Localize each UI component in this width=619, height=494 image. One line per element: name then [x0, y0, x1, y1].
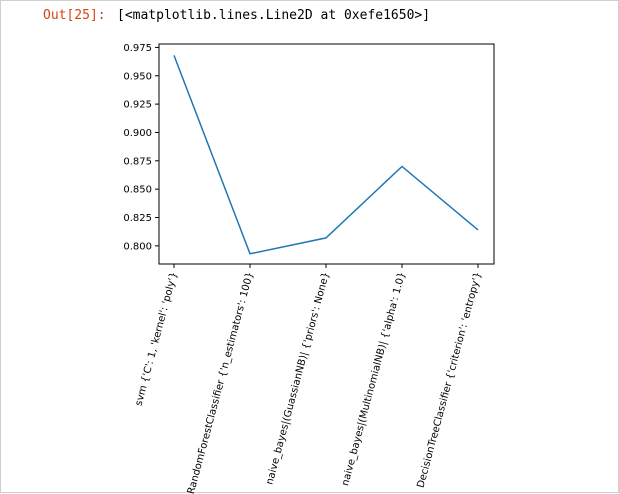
- y-tick-label: 0.900: [123, 128, 152, 139]
- y-tick-label: 0.875: [123, 156, 152, 167]
- output-repr-text: [<matplotlib.lines.Line2D at 0xefe1650>]: [117, 8, 431, 23]
- plot-area-frame: [158, 43, 495, 265]
- y-tick-label: 0.850: [123, 185, 152, 196]
- y-tick-label: 0.800: [123, 241, 152, 252]
- y-tick-label: 0.925: [123, 100, 152, 111]
- x-tick-label: naive_bayes|(MultinomialNB)| {'alpha': 1…: [340, 271, 408, 487]
- series-line: [173, 55, 479, 255]
- x-axis: svm {'C': 1, 'kernel': 'poly'} RandomFore…: [134, 264, 484, 494]
- x-tick-label: RandomForestClassifier {'n_estimators': …: [186, 271, 256, 494]
- output-prompt: Out[25]:: [43, 8, 106, 23]
- x-tick-label: svm {'C': 1, 'kernel': 'poly'}: [134, 271, 180, 407]
- y-tick-label: 0.950: [123, 71, 152, 82]
- x-tick-label: DecisionTreeClassifier {'criterion': 'en…: [416, 271, 484, 489]
- x-tick-label: naive_bayes|(GuassianNB)| {'priors': Non…: [264, 271, 331, 486]
- y-axis: 0.800 0.825 0.850 0.875 0.900 0.925 0.950 0.975: [123, 43, 159, 252]
- y-tick-label: 0.825: [123, 213, 152, 224]
- y-tick-label: 0.975: [123, 43, 152, 54]
